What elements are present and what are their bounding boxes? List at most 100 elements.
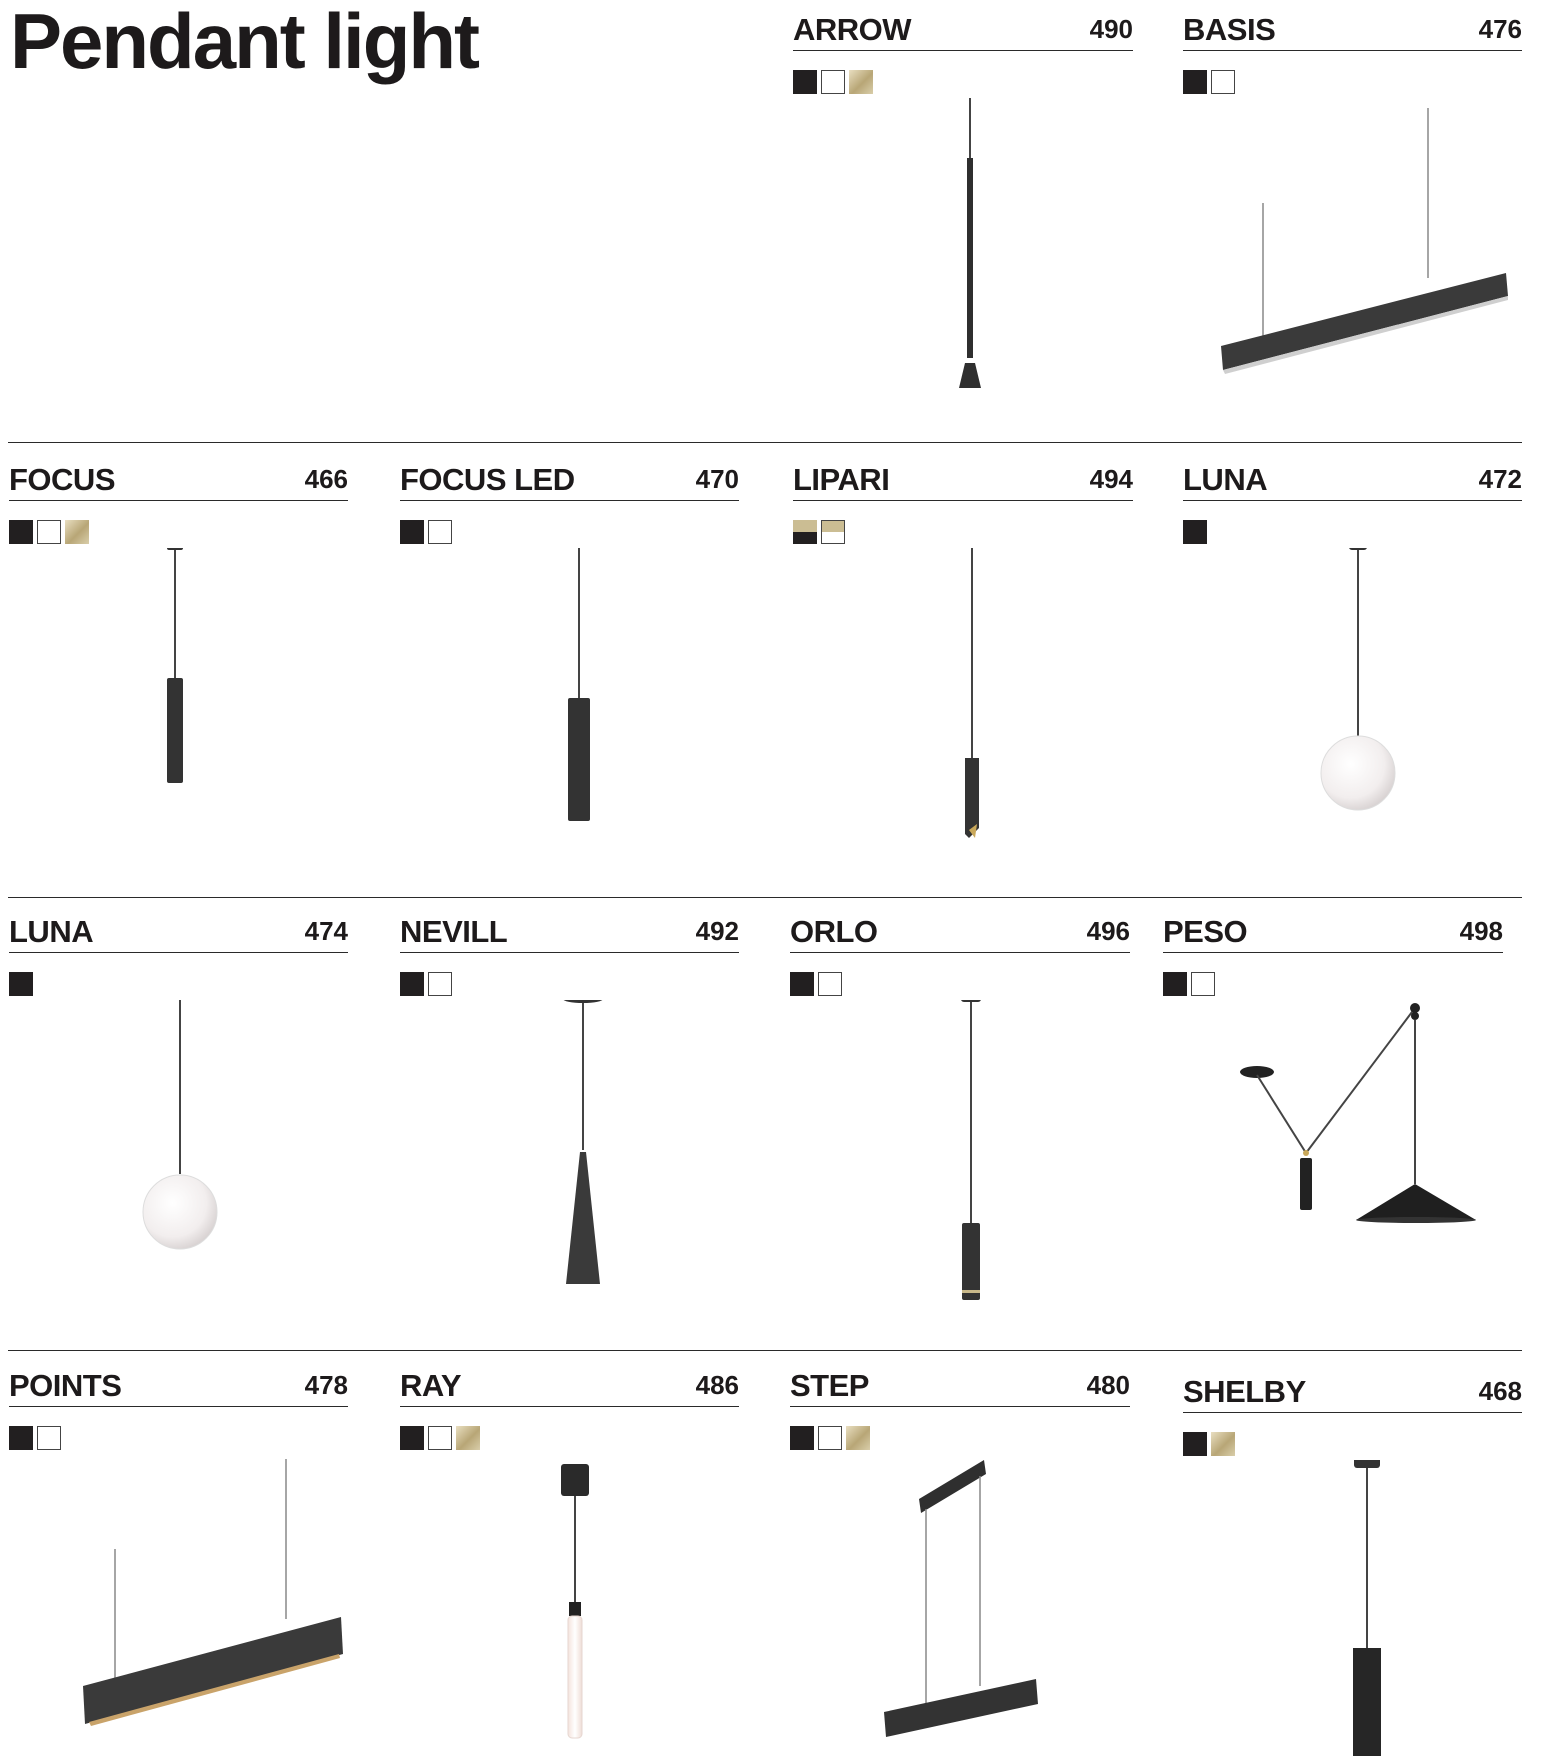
product-card-step[interactable]: STEP 480 (790, 1364, 1130, 1754)
finish-swatch-white[interactable] (428, 972, 452, 996)
product-header: FOCUS 466 (9, 458, 348, 501)
finish-swatch-gold[interactable] (849, 70, 873, 94)
product-card-focus[interactable]: FOCUS 466 (9, 458, 348, 848)
product-page-number: 492 (695, 916, 739, 946)
product-card-luna-472[interactable]: LUNA 472 (1183, 458, 1522, 848)
finish-swatch-white[interactable] (428, 1426, 452, 1450)
finish-swatch-white[interactable] (428, 520, 452, 544)
row-divider (8, 442, 1522, 443)
finish-swatch-black[interactable] (9, 1426, 33, 1450)
product-header: LUNA 474 (9, 910, 348, 953)
finish-swatch-white[interactable] (821, 70, 845, 94)
product-image (965, 548, 979, 838)
finish-swatches (400, 972, 452, 996)
product-name: ORLO (790, 914, 878, 949)
product-page-number: 472 (1478, 464, 1522, 494)
product-name: LUNA (1183, 462, 1268, 497)
product-image (1221, 108, 1508, 374)
product-header: RAY 486 (400, 1364, 739, 1407)
finish-swatch-white[interactable] (37, 1426, 61, 1450)
product-name: ARROW (793, 12, 912, 47)
finish-swatch-white[interactable] (1211, 70, 1235, 94)
finish-swatch-gold[interactable] (456, 1426, 480, 1450)
product-image (884, 1460, 1038, 1737)
finish-swatch-black[interactable] (9, 972, 33, 996)
product-image (1240, 1003, 1476, 1223)
product-image (1320, 548, 1396, 811)
product-page-number: 468 (1478, 1376, 1522, 1406)
finish-swatch-black[interactable] (400, 972, 424, 996)
finish-swatch-black[interactable] (793, 70, 817, 94)
finish-swatch-gold[interactable] (1211, 1432, 1235, 1456)
product-card-basis[interactable]: BASIS 476 (1183, 8, 1522, 388)
product-name: FOCUS (9, 462, 116, 497)
finish-swatch-black[interactable] (1183, 70, 1207, 94)
finish-swatch-white[interactable] (818, 972, 842, 996)
finish-swatch-black[interactable] (9, 520, 33, 544)
finish-swatch-white[interactable] (37, 520, 61, 544)
product-card-arrow[interactable]: ARROW 490 (793, 8, 1133, 388)
finish-swatch-white[interactable] (1191, 972, 1215, 996)
row-divider (8, 897, 1522, 898)
product-card-orlo[interactable]: ORLO 496 (790, 910, 1130, 1300)
product-card-lipari[interactable]: LIPARI 494 (793, 458, 1133, 848)
product-card-luna-474[interactable]: LUNA 474 (9, 910, 348, 1300)
product-page-number: 480 (1086, 1370, 1130, 1400)
product-header: PESO 498 (1163, 910, 1503, 953)
row-divider (8, 1350, 1522, 1351)
product-header: ORLO 496 (790, 910, 1130, 953)
product-header: SHELBY 468 (1183, 1370, 1522, 1413)
finish-swatches (9, 520, 89, 544)
product-page-number: 498 (1459, 916, 1503, 946)
product-name: FOCUS LED (400, 462, 575, 497)
product-image (142, 1000, 218, 1250)
finish-swatch-gold-white[interactable] (821, 520, 845, 544)
finish-swatch-black[interactable] (790, 972, 814, 996)
product-card-nevill[interactable]: NEVILL 492 (400, 910, 739, 1300)
finish-swatch-black[interactable] (790, 1426, 814, 1450)
product-card-peso[interactable]: PESO 498 (1163, 910, 1503, 1300)
finish-swatch-black[interactable] (1163, 972, 1187, 996)
page-title: Pendant light (10, 0, 480, 85)
product-image (568, 548, 590, 821)
product-header: ARROW 490 (793, 8, 1133, 51)
finish-swatches (1183, 520, 1207, 544)
product-name: PESO (1163, 914, 1248, 949)
finish-swatch-white[interactable] (818, 1426, 842, 1450)
product-page-number: 470 (695, 464, 739, 494)
product-card-shelby[interactable]: SHELBY 468 (1183, 1370, 1522, 1756)
finish-swatches (1183, 70, 1235, 94)
finish-swatch-gold[interactable] (65, 520, 89, 544)
finish-swatches (9, 972, 33, 996)
product-name: LIPARI (793, 462, 890, 497)
product-page-number: 494 (1089, 464, 1133, 494)
finish-swatches (790, 972, 842, 996)
product-page-number: 490 (1089, 14, 1133, 44)
product-header: LUNA 472 (1183, 458, 1522, 501)
product-image (959, 98, 981, 388)
finish-swatches (9, 1426, 61, 1450)
product-image (1353, 1460, 1381, 1756)
finish-swatches (1163, 972, 1215, 996)
product-card-focus-led[interactable]: FOCUS LED 470 (400, 458, 739, 848)
product-name: POINTS (9, 1368, 122, 1403)
finish-swatch-black[interactable] (400, 520, 424, 544)
product-name: BASIS (1183, 12, 1276, 47)
finish-swatches (790, 1426, 870, 1450)
product-header: NEVILL 492 (400, 910, 739, 953)
finish-swatch-black[interactable] (1183, 1432, 1207, 1456)
product-name: RAY (400, 1368, 462, 1403)
product-image (83, 1459, 343, 1726)
product-card-points[interactable]: POINTS 478 (9, 1364, 348, 1754)
product-header: POINTS 478 (9, 1364, 348, 1407)
finish-swatch-gold[interactable] (846, 1426, 870, 1450)
finish-swatch-gold-black[interactable] (793, 520, 817, 544)
product-page-number: 486 (695, 1370, 739, 1400)
product-header: LIPARI 494 (793, 458, 1133, 501)
finish-swatches (1183, 1432, 1235, 1456)
finish-swatch-black[interactable] (1183, 520, 1207, 544)
finish-swatch-black[interactable] (400, 1426, 424, 1450)
product-card-ray[interactable]: RAY 486 (400, 1364, 739, 1754)
product-name: SHELBY (1183, 1374, 1306, 1409)
finish-swatches (793, 70, 873, 94)
